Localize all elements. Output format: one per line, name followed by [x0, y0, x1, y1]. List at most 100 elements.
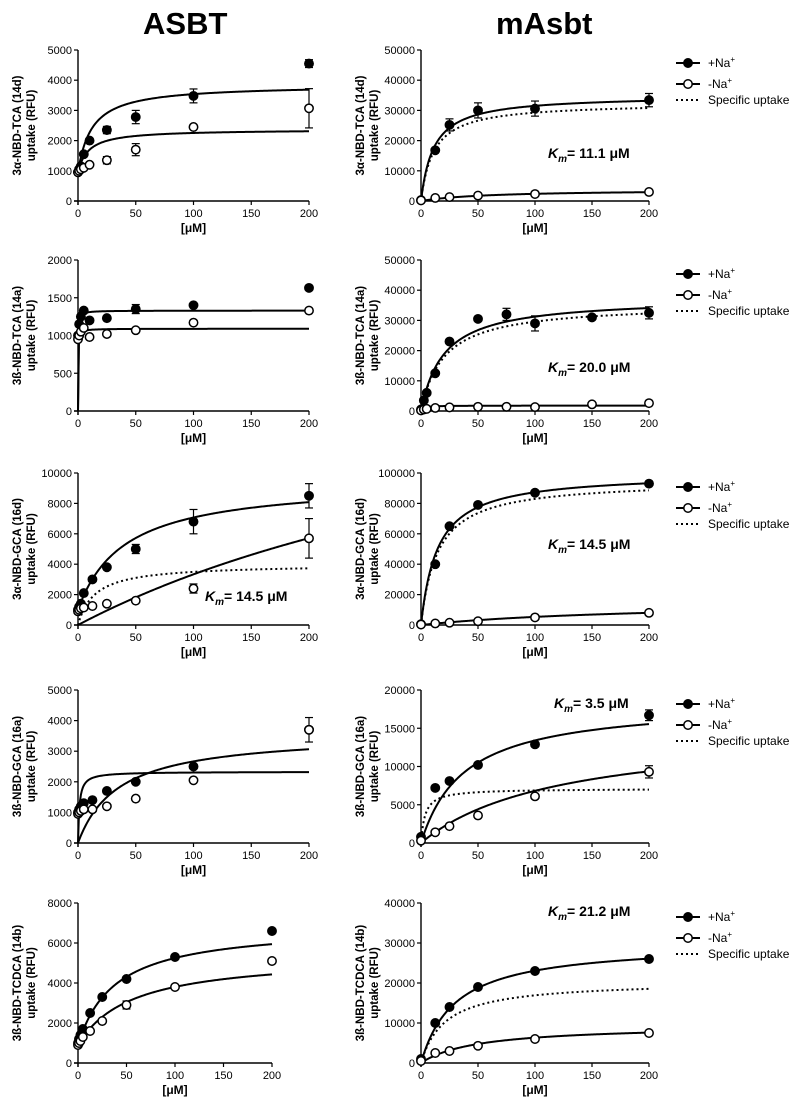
data-point-na-minus — [97, 1016, 108, 1026]
x-tick-label: 100 — [526, 1070, 544, 1082]
data-point-na-minus — [170, 982, 180, 992]
y-tick-label: 0 — [66, 1058, 72, 1070]
legend-marker-na-minus — [683, 933, 693, 943]
data-point-na-minus — [430, 403, 441, 413]
data-point-na-plus — [430, 368, 441, 379]
y-tick-label: 6000 — [48, 529, 72, 541]
legend: +Na+ -Na+ Specific uptake — [676, 479, 790, 531]
y-tick-label: 0 — [409, 196, 415, 208]
fit-curve-na-minus — [77, 130, 310, 173]
data-point-na-minus — [416, 619, 426, 630]
x-tick-label: 100 — [526, 850, 544, 862]
x-tick-label: 100 — [184, 418, 202, 430]
y-tick-label: 3000 — [48, 105, 72, 117]
data-point-na-plus — [444, 336, 455, 347]
data-point-na-minus — [87, 804, 98, 815]
data-point-na-minus — [188, 583, 199, 594]
data-point-na-plus — [644, 307, 654, 318]
data-point-na-minus — [267, 956, 277, 966]
x-tick-label: 50 — [472, 418, 484, 430]
y-tick-label: 10000 — [384, 376, 415, 388]
x-tick-label: 0 — [418, 418, 424, 430]
fit-curve-na-minus — [77, 537, 310, 626]
y-tick-label: 50000 — [384, 255, 415, 267]
fit-curve-na-minus — [77, 771, 309, 844]
legend-label-na-plus: +Na+ — [708, 55, 735, 70]
y-tick-label: 30000 — [384, 938, 415, 950]
data-point-na-plus — [530, 966, 540, 976]
data-point-na-plus — [188, 516, 199, 527]
y-tick-label: 15000 — [384, 723, 415, 735]
data-point-na-minus — [84, 332, 95, 342]
y-axis-label-line1: 3α-NBD-TCA (14d) — [12, 75, 24, 175]
data-point-na-minus — [416, 835, 426, 846]
x-tick-label: 0 — [418, 1070, 424, 1082]
y-axis-label-line1: 3ß-NBD-GCA (16a) — [12, 716, 24, 817]
y-tick-label: 40000 — [384, 75, 415, 87]
y-tick-label: 60000 — [384, 529, 415, 541]
data-point-na-plus — [101, 562, 112, 573]
legend-label-na-plus: +Na+ — [708, 909, 735, 924]
data-point-na-plus — [644, 954, 654, 964]
x-tick-label: 50 — [472, 632, 484, 644]
y-tick-label: 3000 — [48, 746, 72, 758]
data-point-na-minus — [473, 401, 483, 412]
x-tick-label: 150 — [583, 418, 601, 430]
data-point-na-plus — [84, 315, 95, 326]
data-point-na-minus — [587, 399, 597, 410]
data-point-na-plus — [78, 588, 89, 599]
y-axis-label-line2: uptake (RFU) — [369, 300, 381, 372]
x-tick-label: 150 — [242, 632, 260, 644]
chart-panel-asbt-gca-3b: 0 1000 2000 3000 4000 5000 0 50 100 150 200 [μM] 3ß-… — [12, 685, 318, 877]
y-tick-label: 2000 — [48, 777, 72, 789]
data-point-na-plus — [430, 1018, 441, 1028]
y-tick-label: 4000 — [48, 559, 72, 571]
x-tick-label: 100 — [184, 632, 202, 644]
data-point-na-minus — [77, 1032, 88, 1042]
data-point-na-minus — [644, 1028, 654, 1038]
x-tick-label: 0 — [75, 1070, 81, 1082]
data-point-na-plus — [430, 559, 441, 570]
y-tick-label: 80000 — [384, 498, 415, 510]
data-point-na-plus — [530, 318, 540, 329]
y-tick-label: 50000 — [384, 45, 415, 57]
data-point-na-minus — [473, 190, 483, 201]
x-tick-label: 200 — [640, 632, 658, 644]
legend-label-na-plus: +Na+ — [708, 696, 735, 711]
legend-label-specific: Specific uptake — [708, 93, 790, 107]
legend: +Na+ -Na+ Specific uptake — [676, 55, 790, 107]
legend-label-na-minus: -Na+ — [708, 287, 732, 302]
data-point-na-minus — [530, 1034, 540, 1044]
y-axis-label-line1: 3ß-NBD-TCA (14a) — [12, 286, 24, 385]
y-tick-label: 100000 — [378, 468, 415, 480]
legend-label-na-minus: -Na+ — [708, 930, 732, 945]
y-axis-label-line2: uptake (RFU) — [26, 947, 38, 1019]
x-axis-label: [μM] — [522, 221, 547, 235]
data-point-na-plus — [473, 760, 483, 770]
legend-marker-na-plus — [683, 699, 693, 709]
y-axis-label-line1: 3ß-NBD-GCA (16a) — [355, 716, 367, 817]
y-tick-label: 40000 — [384, 898, 415, 910]
x-tick-label: 50 — [130, 632, 142, 644]
data-point-na-minus — [84, 159, 95, 170]
y-tick-label: 40000 — [384, 559, 415, 571]
y-axis-label-line2: uptake (RFU) — [369, 947, 381, 1019]
x-tick-label: 0 — [418, 208, 424, 220]
data-point-na-minus — [304, 724, 314, 735]
data-point-na-minus — [188, 317, 199, 328]
data-point-na-plus — [444, 1002, 455, 1012]
x-tick-label: 50 — [130, 850, 142, 862]
fit-curve-specific — [420, 107, 650, 202]
data-point-na-plus — [530, 739, 540, 750]
data-point-na-minus — [644, 186, 654, 197]
legend: +Na+ -Na+ Specific uptake — [676, 266, 790, 318]
x-tick-label: 50 — [120, 1070, 132, 1082]
data-point-na-plus — [473, 499, 483, 510]
y-tick-label: 5000 — [391, 800, 415, 812]
data-point-na-minus — [416, 195, 426, 206]
data-point-na-plus — [430, 145, 441, 156]
fit-curve-na-minus — [420, 770, 650, 844]
data-point-na-minus — [530, 189, 540, 200]
data-point-na-minus — [644, 398, 654, 409]
